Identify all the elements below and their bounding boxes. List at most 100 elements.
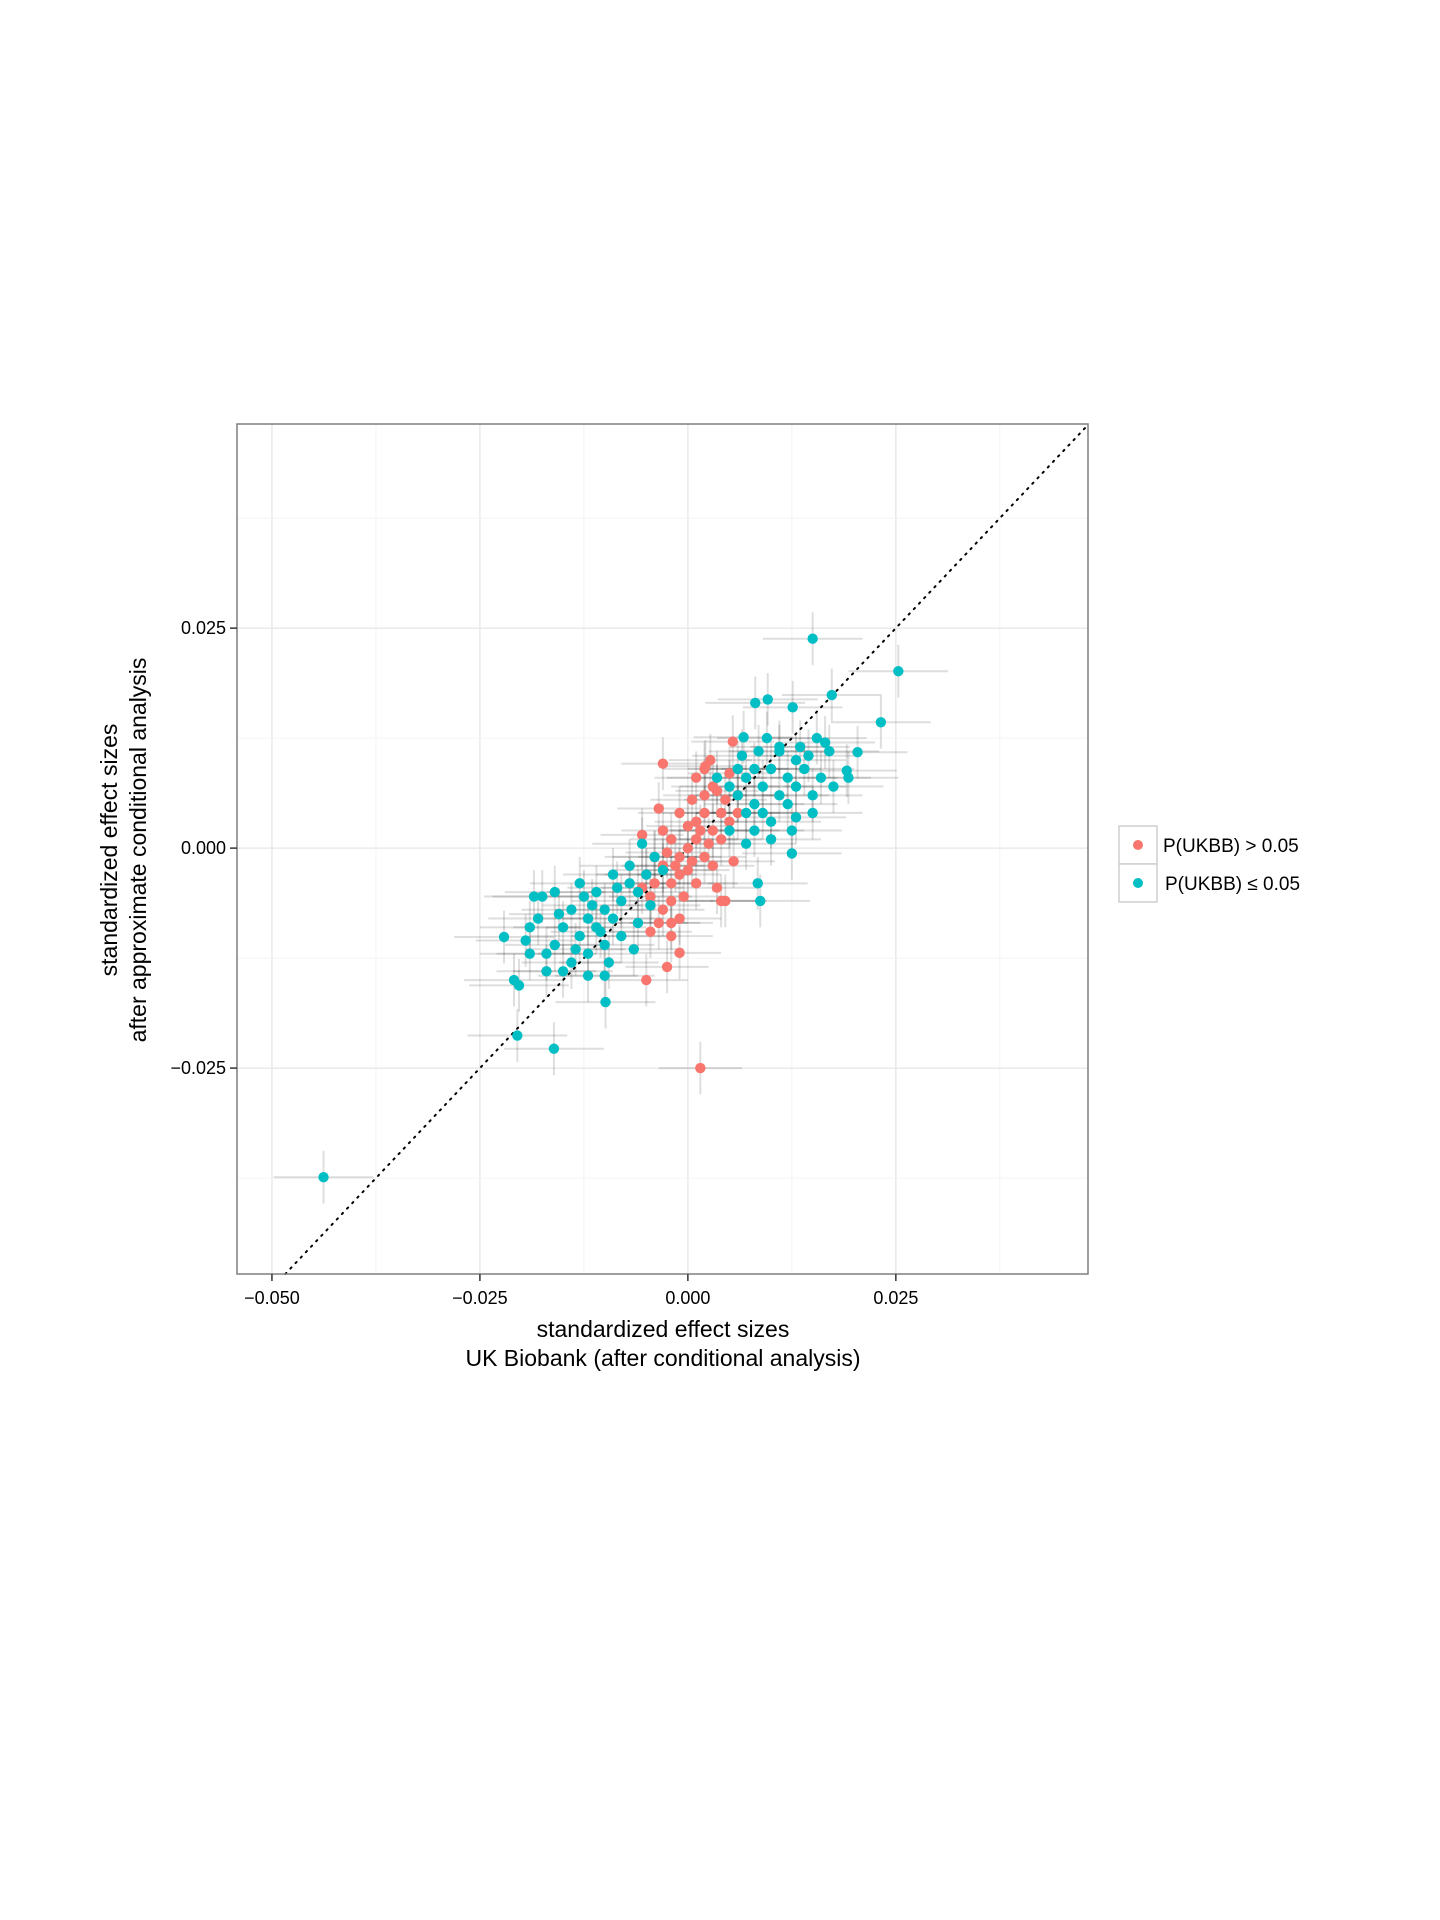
legend-marker-teal bbox=[1133, 878, 1143, 888]
x-tick-label: −0.025 bbox=[452, 1288, 508, 1308]
point-red bbox=[699, 807, 710, 819]
point-red bbox=[661, 847, 673, 858]
point-teal bbox=[765, 763, 777, 775]
point-red bbox=[666, 878, 677, 889]
point-teal bbox=[732, 790, 743, 801]
point-teal bbox=[578, 891, 590, 902]
x-axis-title-line2: UK Biobank (after conditional analysis) bbox=[465, 1345, 860, 1371]
point-teal bbox=[875, 717, 887, 728]
point-teal bbox=[595, 926, 606, 937]
point-teal bbox=[548, 1043, 560, 1054]
point-teal bbox=[740, 838, 752, 849]
point-teal bbox=[807, 790, 818, 801]
point-red bbox=[666, 834, 677, 845]
point-teal bbox=[528, 891, 540, 902]
point-teal bbox=[632, 886, 644, 898]
point-red bbox=[678, 891, 689, 902]
point-red bbox=[657, 825, 669, 836]
point-red bbox=[636, 829, 648, 841]
error-bars bbox=[273, 612, 949, 1204]
point-teal bbox=[591, 886, 602, 898]
point-red bbox=[670, 860, 681, 871]
point-teal bbox=[628, 944, 640, 955]
point-teal bbox=[553, 908, 565, 920]
point-teal bbox=[657, 864, 669, 876]
point-teal bbox=[828, 781, 839, 792]
point-teal bbox=[549, 886, 560, 898]
point-red bbox=[645, 891, 656, 902]
point-red bbox=[666, 895, 677, 907]
point-red bbox=[724, 768, 735, 779]
point-teal bbox=[498, 931, 510, 943]
y-tick-label: 0.000 bbox=[181, 838, 226, 858]
point-teal bbox=[599, 970, 610, 981]
point-teal bbox=[749, 763, 760, 775]
point-teal bbox=[641, 869, 652, 880]
point-teal bbox=[786, 825, 798, 836]
point-teal bbox=[782, 772, 793, 783]
point-red bbox=[695, 825, 706, 836]
point-teal bbox=[757, 781, 768, 792]
point-teal bbox=[807, 807, 818, 819]
point-teal bbox=[790, 812, 802, 823]
point-teal bbox=[755, 895, 766, 907]
point-teal bbox=[740, 772, 752, 783]
point-red bbox=[711, 882, 723, 893]
point-red bbox=[661, 961, 673, 973]
point-teal bbox=[624, 860, 635, 871]
point-teal bbox=[757, 807, 768, 819]
point-teal bbox=[607, 869, 619, 880]
point-red bbox=[657, 758, 669, 769]
point-teal bbox=[603, 957, 615, 968]
point-red bbox=[674, 807, 685, 819]
point-teal bbox=[616, 930, 627, 942]
point-teal bbox=[819, 737, 831, 748]
legend: P(UKBB) > 0.05 P(UKBB) ≤ 0.05 bbox=[1118, 825, 1300, 903]
point-teal bbox=[736, 750, 748, 761]
point-teal bbox=[786, 848, 798, 859]
point-teal bbox=[611, 882, 623, 893]
point-teal bbox=[541, 948, 552, 959]
y-axis-ticks: −0.025 0.000 0.025 bbox=[170, 618, 237, 1078]
point-teal bbox=[811, 732, 823, 744]
plot-panel-border bbox=[236, 423, 1089, 1275]
point-red bbox=[728, 856, 739, 867]
point-red bbox=[682, 842, 694, 854]
point-red bbox=[690, 772, 702, 783]
point-teal bbox=[787, 702, 798, 713]
point-teal bbox=[790, 781, 802, 792]
point-red bbox=[682, 864, 694, 876]
point-red bbox=[707, 825, 719, 836]
point-red bbox=[715, 895, 727, 907]
point-red bbox=[727, 736, 738, 747]
point-red bbox=[653, 803, 664, 814]
point-teal bbox=[761, 732, 773, 744]
y-axis-title-line1: standardized effect sizes bbox=[96, 724, 122, 977]
point-teal bbox=[765, 816, 777, 827]
point-teal bbox=[587, 900, 598, 911]
point-teal bbox=[582, 948, 594, 959]
point-teal bbox=[566, 904, 577, 915]
point-teal bbox=[599, 939, 610, 951]
point-teal bbox=[636, 838, 648, 849]
point-red bbox=[724, 816, 735, 827]
point-teal bbox=[774, 741, 785, 753]
point-teal bbox=[893, 666, 904, 677]
point-teal bbox=[824, 746, 835, 757]
point-teal bbox=[600, 996, 611, 1008]
data-points bbox=[318, 633, 904, 1183]
point-red bbox=[674, 851, 685, 863]
point-teal bbox=[570, 944, 581, 955]
x-tick-label: 0.025 bbox=[873, 1288, 918, 1308]
point-teal bbox=[724, 825, 735, 836]
point-teal bbox=[616, 895, 627, 907]
point-red bbox=[653, 917, 664, 929]
y-axis-title-line2: after approximate conditional analysis bbox=[125, 658, 151, 1043]
point-red bbox=[674, 913, 685, 924]
point-teal bbox=[790, 754, 802, 766]
point-teal bbox=[803, 750, 814, 761]
legend-marker-red bbox=[1133, 840, 1143, 850]
point-teal bbox=[582, 970, 594, 981]
point-red bbox=[707, 860, 719, 871]
point-teal bbox=[649, 851, 660, 863]
